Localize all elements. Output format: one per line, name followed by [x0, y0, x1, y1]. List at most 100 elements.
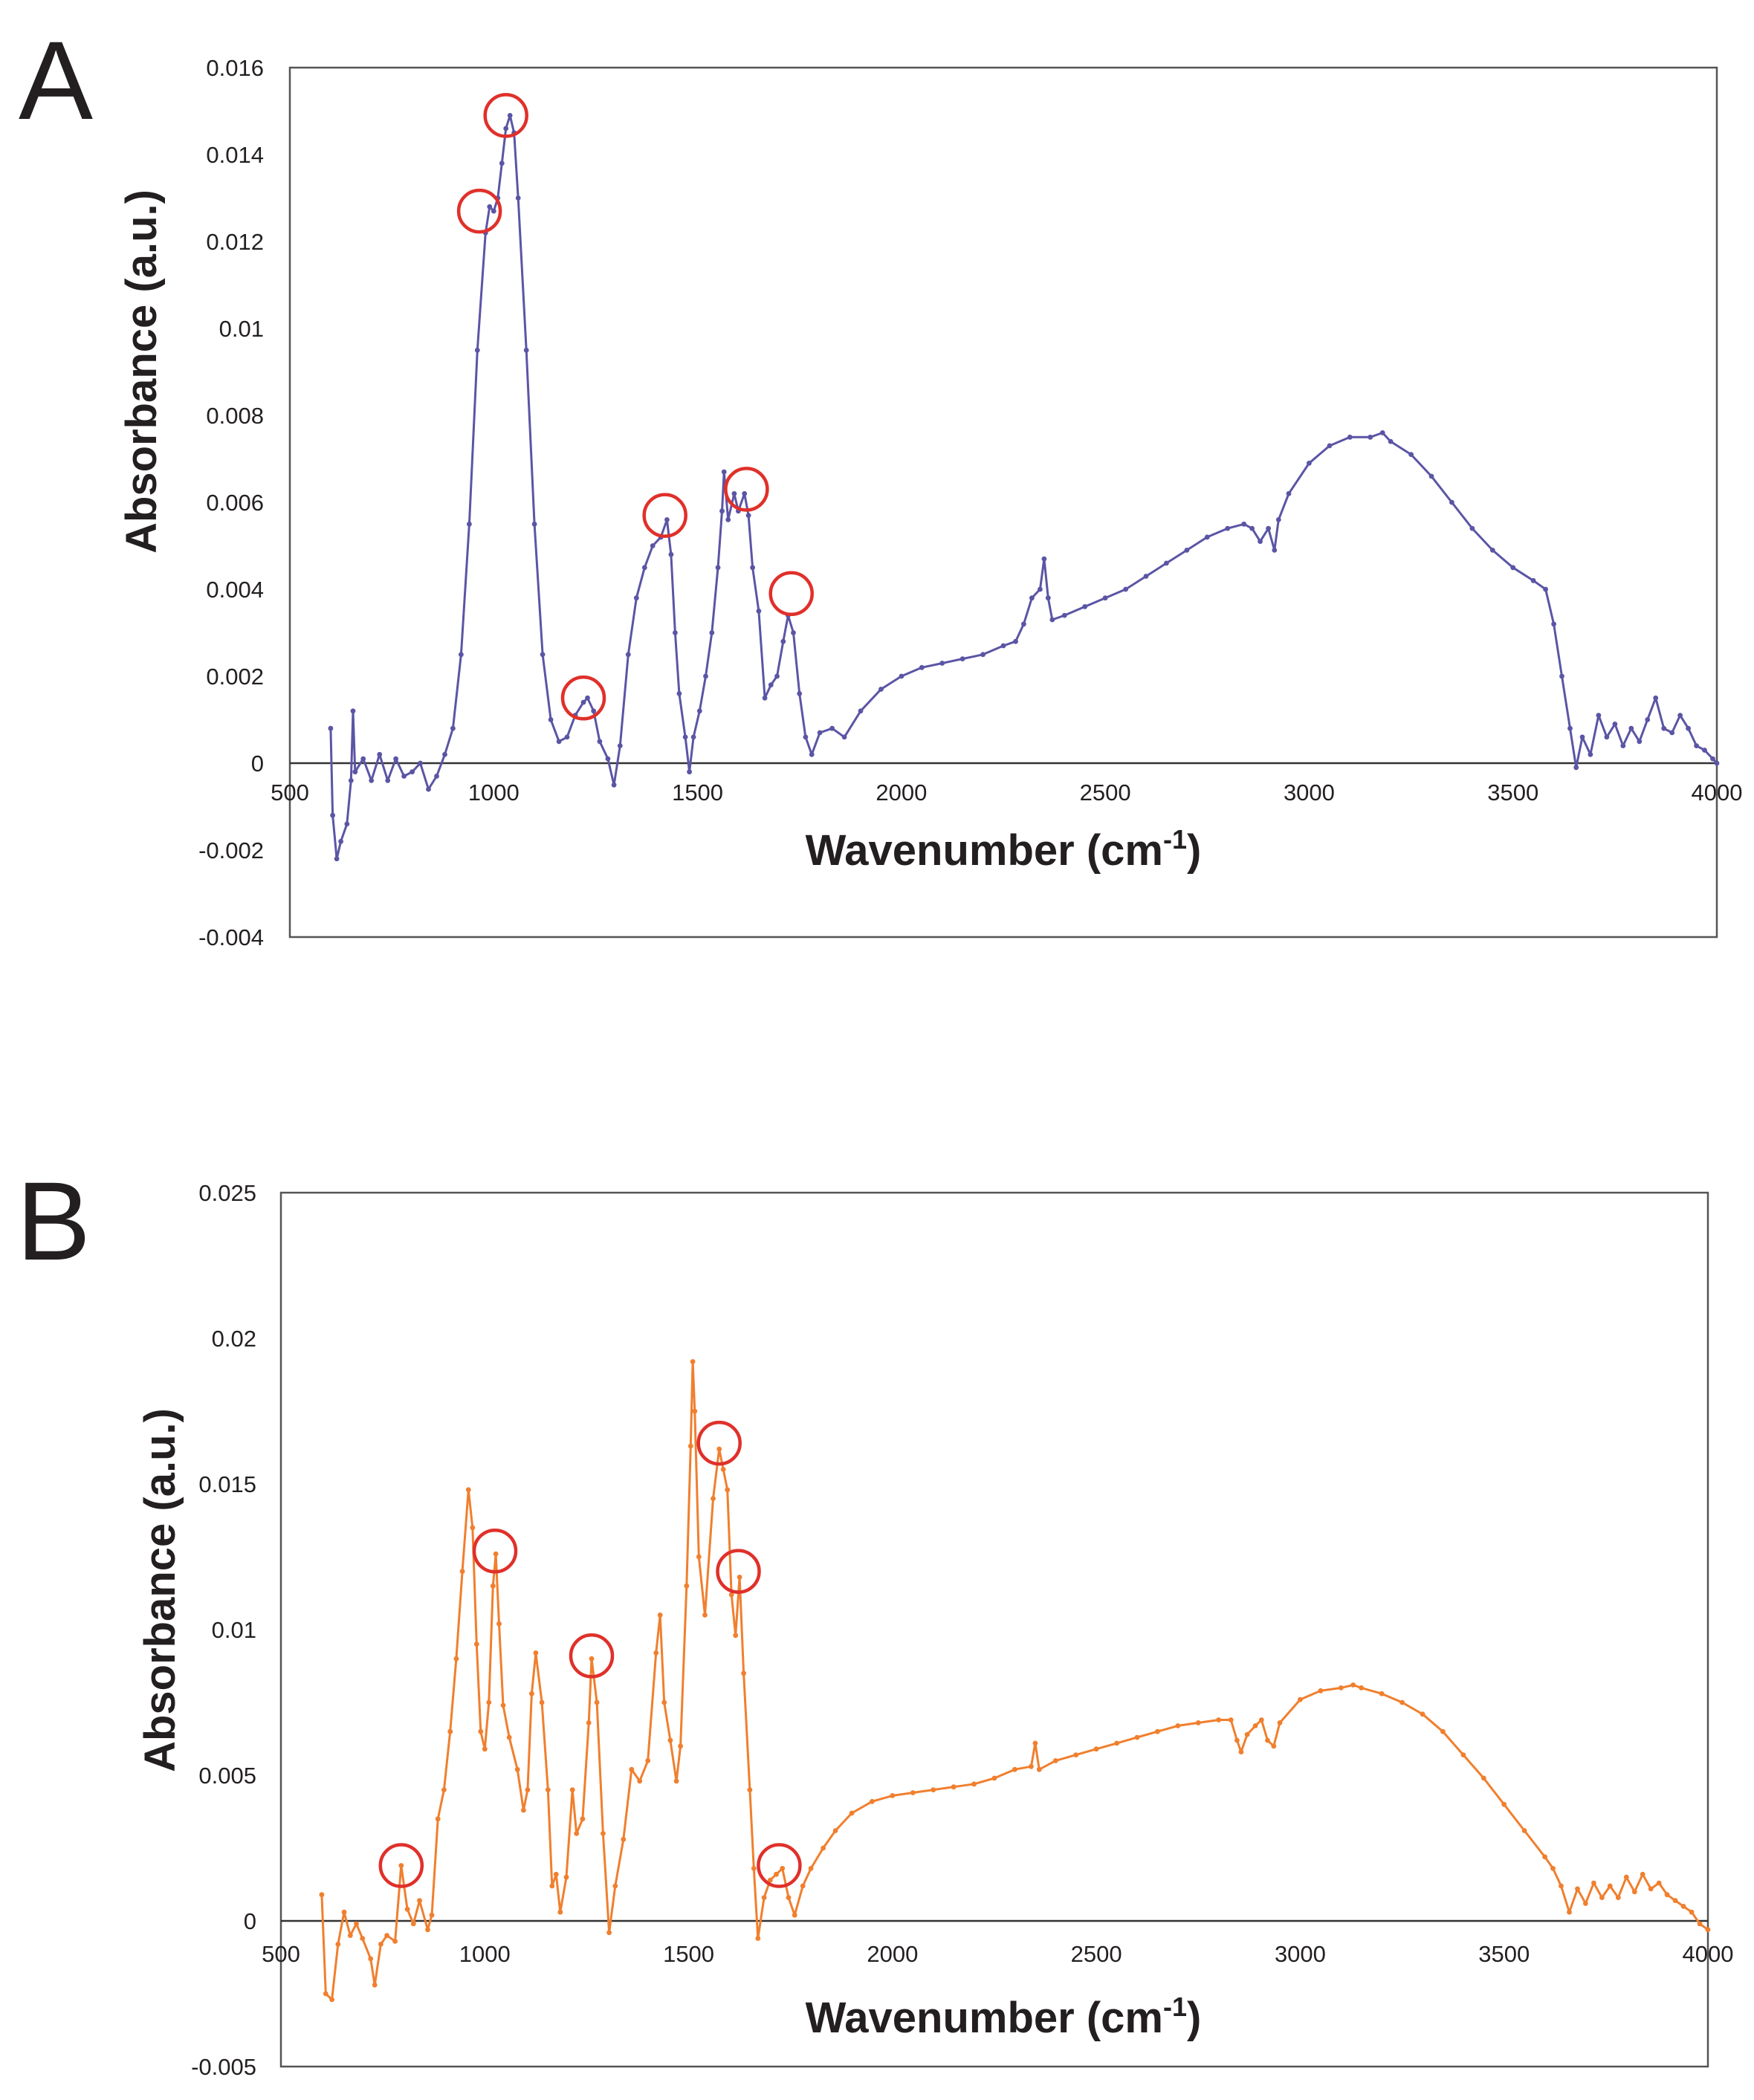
- panel-b-data-point: [870, 1798, 875, 1804]
- panel-a-data-point: [548, 717, 554, 722]
- panel-a-data-point: [768, 682, 774, 688]
- panel-a-x-axis-title: Wavenumber (cm-1): [806, 824, 1202, 875]
- panel-b-data-point: [657, 1613, 663, 1618]
- panel-a-data-point: [1489, 548, 1495, 553]
- panel-b-data-point: [673, 1778, 679, 1784]
- panel-a-x-tick-label: 4000: [1692, 780, 1743, 806]
- panel-b-x-tick-label: 3500: [1478, 1941, 1530, 1967]
- panel-a-data-point: [617, 743, 623, 748]
- panel-a-x-tick-label: 2000: [876, 780, 927, 806]
- panel-a-data-point: [1041, 556, 1047, 562]
- panel-a-data-point: [1388, 438, 1394, 444]
- panel-a-data-point: [762, 695, 768, 701]
- panel-b-data-point: [459, 1569, 465, 1575]
- panel-b-data-point: [453, 1656, 459, 1662]
- panel-b-data-point: [1664, 1892, 1670, 1898]
- panel-a-data-point: [1408, 452, 1414, 457]
- panel-a-data-point: [1669, 730, 1675, 736]
- panel-b-data-point: [404, 1906, 410, 1912]
- panel-a-data-point: [352, 769, 358, 775]
- panel-b-x-tick-label: 1500: [663, 1941, 714, 1967]
- panel-b-data-point: [1480, 1775, 1486, 1781]
- panel-a-data-point: [499, 161, 505, 166]
- panel-b-data-point: [493, 1551, 499, 1557]
- panel-a-data-point: [1123, 586, 1128, 592]
- panel-b-data-point: [629, 1766, 635, 1772]
- panel-b-data-point: [931, 1787, 936, 1793]
- panel-b-data-point: [1338, 1685, 1344, 1691]
- panel-a-data-point: [1510, 565, 1516, 571]
- panel-b-data-point: [751, 1866, 757, 1871]
- panel-b-data-point: [506, 1734, 512, 1740]
- panel-a-data-point: [515, 195, 521, 201]
- panel-b-data-point: [392, 1939, 398, 1944]
- panel-a-data-point: [410, 769, 415, 775]
- panel-b-data-point: [470, 1525, 476, 1531]
- panel-a-data-point: [742, 490, 748, 496]
- panel-b-data-point: [692, 1408, 698, 1414]
- panel-a-data-point: [696, 708, 702, 714]
- panel-a-data-point: [503, 126, 509, 132]
- panel-a-data-point: [919, 664, 925, 670]
- panel-b-peak-circle: [378, 1843, 424, 1888]
- panel-b-data-point: [1521, 1828, 1527, 1833]
- panel-a-data-point: [1000, 643, 1006, 649]
- panel-a-data-point: [756, 608, 762, 614]
- panel-b-y-axis-title: Absorbance (a.u.): [136, 1408, 184, 1772]
- panel-b-data-point: [482, 1746, 488, 1752]
- panel-a-data-point: [939, 661, 945, 666]
- panel-a-data-point: [1620, 743, 1626, 748]
- panel-b-data-point: [1216, 1717, 1222, 1723]
- panel-a-y-tick-label: 0.014: [206, 142, 264, 168]
- panel-a-x-tick-label: 1000: [468, 780, 520, 806]
- panel-a-data-point: [1588, 751, 1593, 757]
- panel-b-data-point: [514, 1766, 520, 1772]
- panel-b-x-axis-title: Wavenumber (cm-1): [806, 1992, 1202, 2042]
- panel-a-x-tick-label: 500: [271, 780, 309, 806]
- panel-b-data-point: [808, 1866, 814, 1871]
- panel-b-peak-circle: [472, 1528, 518, 1574]
- panel-a-y-tick-label: 0.006: [206, 490, 264, 516]
- panel-b-data-point: [341, 1909, 347, 1915]
- panel-b-peak-circle: [569, 1633, 615, 1679]
- panel-a-x-tick-label: 2500: [1080, 780, 1131, 806]
- panel-b-data-point: [372, 1982, 378, 1988]
- panel-b-data-point: [549, 1883, 555, 1889]
- panel-a-data-point: [1469, 525, 1475, 531]
- panel-b-data-point: [1550, 1866, 1556, 1871]
- panel-a-series: [328, 113, 1720, 862]
- panel-b-data-point: [1228, 1717, 1234, 1723]
- panel-a-data-point: [531, 521, 537, 527]
- panel-a-data-point: [858, 708, 864, 714]
- panel-b-data-point: [1271, 1743, 1277, 1749]
- panel-b-data-point: [1680, 1904, 1686, 1909]
- panel-b-data-point: [354, 1921, 359, 1927]
- panel-b-data-point: [661, 1699, 667, 1705]
- panel-b-data-point: [1298, 1696, 1303, 1702]
- panel-b-data-point: [1032, 1740, 1038, 1746]
- panel-b-data-point: [991, 1775, 997, 1781]
- panel-b-y-tick-label: 0.01: [212, 1617, 256, 1643]
- panel-a-data-point: [745, 513, 751, 518]
- panel-b-data-point: [410, 1921, 416, 1927]
- panel-b-data-point: [398, 1863, 404, 1868]
- panel-b-data-point: [774, 1871, 779, 1877]
- panel-b-data-point: [557, 1909, 563, 1915]
- panel-b-data-point: [1175, 1723, 1181, 1728]
- panel-b-data-point: [1359, 1685, 1365, 1691]
- panel-b-y-tick-label: 0.015: [198, 1471, 256, 1497]
- panel-b-data-point: [429, 1912, 435, 1918]
- panel-a-data-point: [1021, 621, 1026, 627]
- panel-a-data-point: [580, 699, 586, 705]
- panel-a-data-point: [1661, 725, 1667, 731]
- panel-b-data-point: [832, 1828, 838, 1833]
- panel-a-data-point: [1543, 586, 1549, 592]
- panel-b-data-point: [1591, 1880, 1596, 1886]
- panel-a-data-point: [1694, 743, 1700, 748]
- panel-a-data-point: [1049, 617, 1055, 623]
- panel-b-data-point: [447, 1728, 453, 1734]
- panel-b-data-point: [586, 1720, 592, 1725]
- panel-b-data-point: [737, 1575, 742, 1580]
- panel-b-data-point: [1689, 1909, 1695, 1915]
- panel-b-data-point: [1244, 1731, 1250, 1737]
